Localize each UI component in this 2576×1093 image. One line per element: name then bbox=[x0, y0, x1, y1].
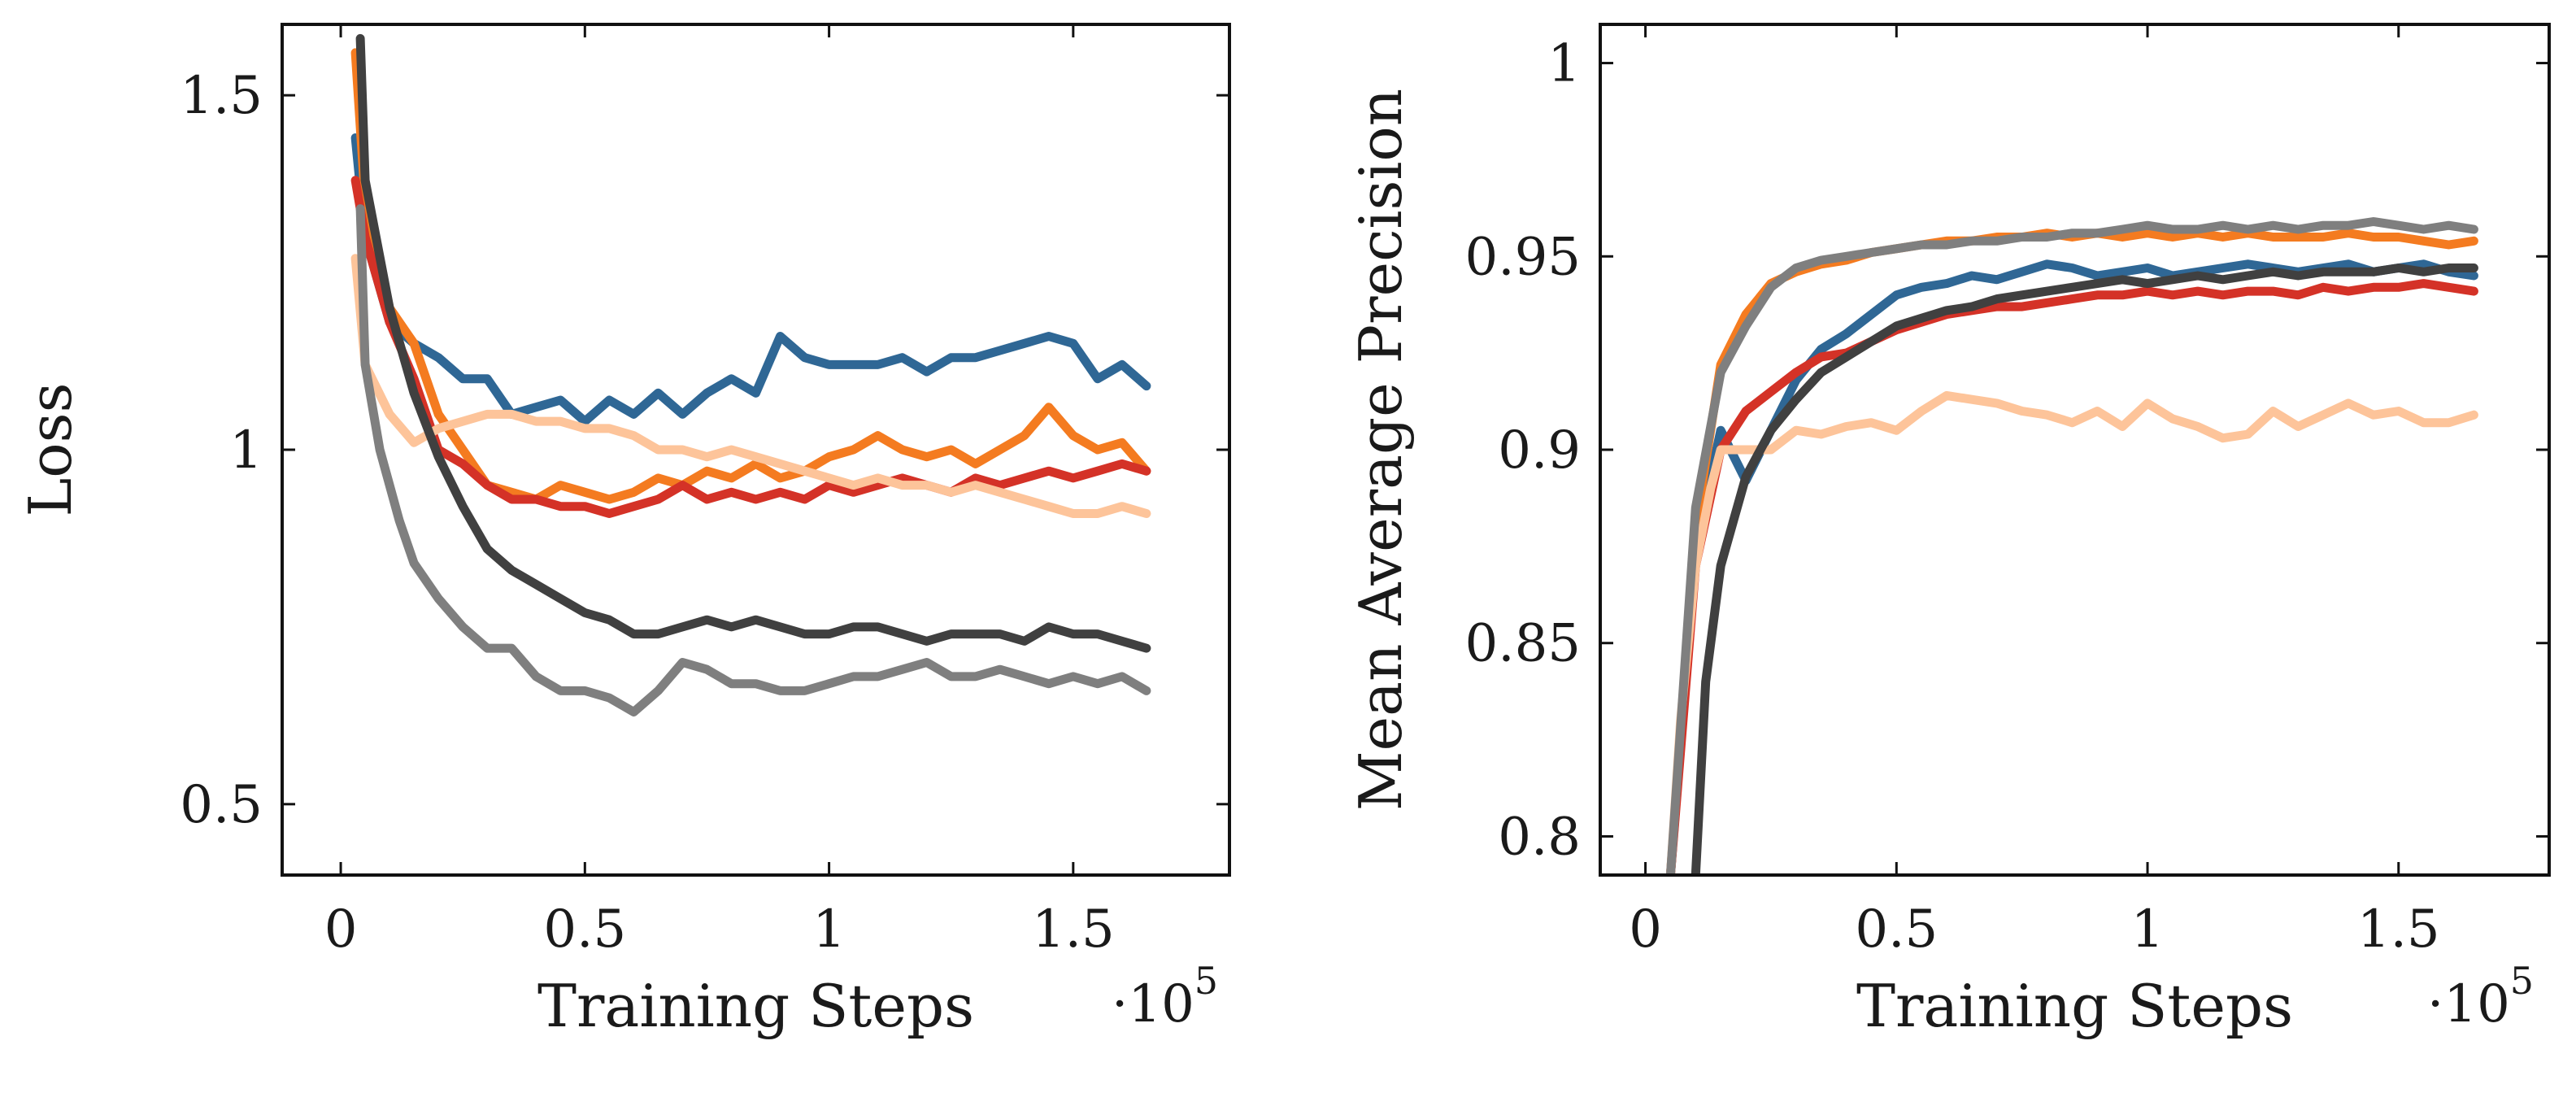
map-chart: 0 0.5 1 1.5 0.8 0.85 0.9 0.95 1 Training Steps ·10… bbox=[1347, 23, 2551, 1040]
loss-x-tick-label: 0 bbox=[324, 899, 358, 960]
map-series-group bbox=[1665, 217, 2478, 875]
loss-y-axis-label: Loss bbox=[16, 382, 85, 516]
map-y-tick-label: 0.85 bbox=[1465, 614, 1582, 674]
map-y-tick-label: 0.8 bbox=[1498, 807, 1581, 867]
map-y-tick-label: 0.95 bbox=[1465, 227, 1582, 287]
map-series-line-5 bbox=[1690, 263, 2478, 875]
map-y-tick-label: 0.9 bbox=[1498, 420, 1581, 481]
loss-y-tick-label: 1.5 bbox=[180, 66, 263, 126]
loss-x-exponent-label: ·105 bbox=[1112, 959, 1218, 1034]
loss-x-axis-label: Training Steps bbox=[537, 972, 974, 1040]
map-x-tick-label: 0 bbox=[1629, 899, 1662, 960]
loss-series-line-2 bbox=[350, 48, 1151, 504]
loss-x-tick-label: 0.5 bbox=[543, 899, 626, 960]
loss-chart: 0 0.5 1 1.5 0.5 1 1.5 Training Steps ·105 Loss bbox=[16, 23, 1231, 1040]
map-x-tick-label: 1.5 bbox=[2357, 899, 2440, 960]
map-x-tick-label: 1 bbox=[2131, 899, 2165, 960]
map-y-axis-label: Mean Average Precision bbox=[1347, 89, 1415, 811]
loss-plot-frame bbox=[281, 23, 1231, 877]
loss-series-group bbox=[350, 33, 1151, 716]
map-series-line-6 bbox=[1665, 217, 2478, 875]
loss-series-line-3 bbox=[350, 176, 1151, 518]
loss-y-tick-label: 1 bbox=[229, 420, 263, 481]
map-y-tick-label: 1 bbox=[1547, 34, 1581, 94]
map-series-line-2 bbox=[1665, 229, 2478, 875]
loss-series-line-4 bbox=[350, 254, 1151, 518]
map-x-tick-label: 0.5 bbox=[1855, 899, 1938, 960]
loss-series-line-5 bbox=[355, 33, 1151, 653]
loss-series-line-1 bbox=[350, 133, 1151, 426]
map-series-line-4 bbox=[1665, 390, 2478, 875]
map-series-line-3 bbox=[1665, 279, 2478, 875]
loss-x-tick-label: 1 bbox=[812, 899, 846, 960]
loss-y-tick-label: 0.5 bbox=[180, 775, 263, 835]
map-x-exponent-label: ·105 bbox=[2427, 959, 2534, 1034]
loss-series-line-6 bbox=[355, 204, 1151, 716]
map-x-axis-label: Training Steps bbox=[1856, 972, 2293, 1040]
loss-x-tick-label: 1.5 bbox=[1032, 899, 1115, 960]
map-series-line-1 bbox=[1665, 259, 2478, 875]
